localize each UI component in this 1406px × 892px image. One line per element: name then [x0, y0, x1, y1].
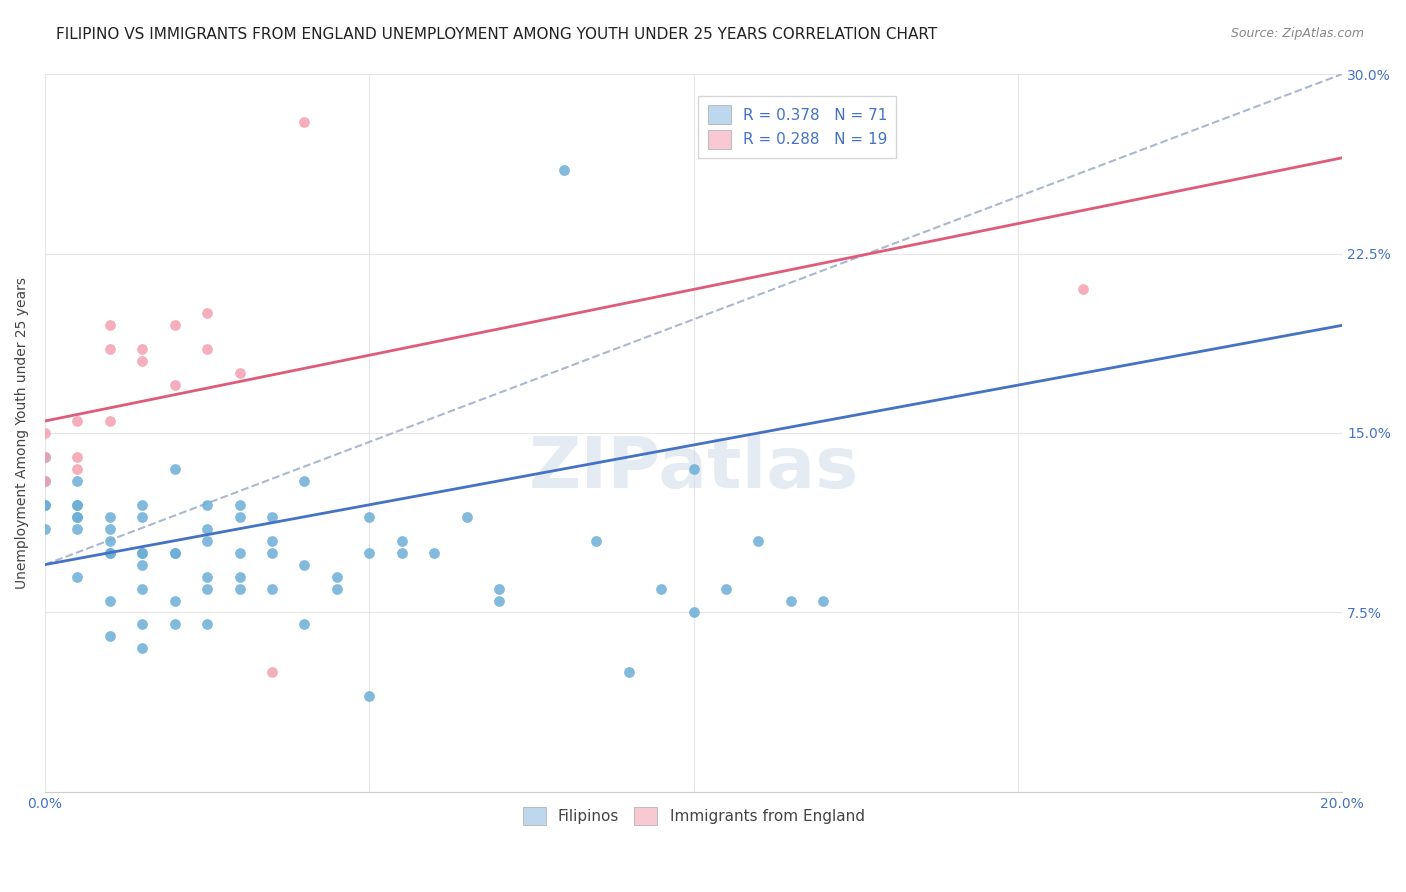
Point	[585, 533, 607, 548]
Point	[34, 522, 56, 536]
Point	[391, 546, 413, 560]
Point	[650, 582, 672, 596]
Text: FILIPINO VS IMMIGRANTS FROM ENGLAND UNEMPLOYMENT AMONG YOUTH UNDER 25 YEARS CORR: FILIPINO VS IMMIGRANTS FROM ENGLAND UNEM…	[56, 27, 938, 42]
Point	[260, 533, 283, 548]
Point	[98, 546, 121, 560]
Point	[66, 509, 89, 524]
Point	[163, 546, 186, 560]
Point	[66, 450, 89, 464]
Point	[98, 593, 121, 607]
Point	[34, 450, 56, 464]
Point	[326, 582, 349, 596]
Point	[66, 474, 89, 488]
Point	[131, 498, 153, 512]
Point	[131, 354, 153, 368]
Point	[98, 629, 121, 643]
Point	[228, 569, 250, 583]
Point	[228, 498, 250, 512]
Point	[163, 462, 186, 476]
Point	[131, 617, 153, 632]
Point	[66, 462, 89, 476]
Point	[66, 498, 89, 512]
Point	[359, 690, 381, 704]
Point	[195, 306, 218, 320]
Point	[34, 474, 56, 488]
Point	[195, 617, 218, 632]
Point	[423, 546, 446, 560]
Point	[260, 509, 283, 524]
Point	[34, 450, 56, 464]
Point	[326, 569, 349, 583]
Point	[391, 533, 413, 548]
Point	[1071, 282, 1094, 296]
Point	[813, 593, 835, 607]
Point	[553, 162, 575, 177]
Point	[682, 606, 704, 620]
Point	[98, 546, 121, 560]
Point	[488, 593, 510, 607]
Point	[294, 115, 316, 129]
Point	[228, 366, 250, 380]
Point	[131, 641, 153, 656]
Point	[228, 509, 250, 524]
Point	[195, 522, 218, 536]
Point	[195, 582, 218, 596]
Point	[260, 582, 283, 596]
Point	[714, 582, 737, 596]
Point	[131, 343, 153, 357]
Point	[34, 498, 56, 512]
Point	[294, 474, 316, 488]
Point	[163, 546, 186, 560]
Point	[66, 522, 89, 536]
Point	[747, 533, 769, 548]
Point	[98, 318, 121, 333]
Point	[98, 522, 121, 536]
Point	[195, 343, 218, 357]
Point	[260, 546, 283, 560]
Text: Source: ZipAtlas.com: Source: ZipAtlas.com	[1230, 27, 1364, 40]
Point	[34, 425, 56, 440]
Point	[456, 509, 478, 524]
Point	[34, 498, 56, 512]
Point	[617, 665, 640, 680]
Point	[34, 474, 56, 488]
Point	[359, 509, 381, 524]
Point	[98, 414, 121, 428]
Point	[66, 414, 89, 428]
Point	[260, 665, 283, 680]
Point	[131, 546, 153, 560]
Point	[163, 378, 186, 392]
Point	[488, 582, 510, 596]
Point	[228, 582, 250, 596]
Text: ZIPatlas: ZIPatlas	[529, 434, 859, 503]
Point	[66, 509, 89, 524]
Point	[98, 533, 121, 548]
Point	[98, 343, 121, 357]
Y-axis label: Unemployment Among Youth under 25 years: Unemployment Among Youth under 25 years	[15, 277, 30, 589]
Point	[131, 582, 153, 596]
Point	[195, 569, 218, 583]
Point	[163, 593, 186, 607]
Point	[163, 617, 186, 632]
Point	[294, 617, 316, 632]
Point	[228, 546, 250, 560]
Point	[98, 509, 121, 524]
Point	[780, 593, 803, 607]
Point	[163, 318, 186, 333]
Point	[195, 533, 218, 548]
Point	[359, 546, 381, 560]
Point	[682, 462, 704, 476]
Point	[294, 558, 316, 572]
Point	[66, 498, 89, 512]
Point	[66, 569, 89, 583]
Point	[195, 498, 218, 512]
Point	[131, 558, 153, 572]
Legend: Filipinos, Immigrants from England: Filipinos, Immigrants from England	[513, 797, 873, 835]
Point	[131, 546, 153, 560]
Point	[131, 509, 153, 524]
